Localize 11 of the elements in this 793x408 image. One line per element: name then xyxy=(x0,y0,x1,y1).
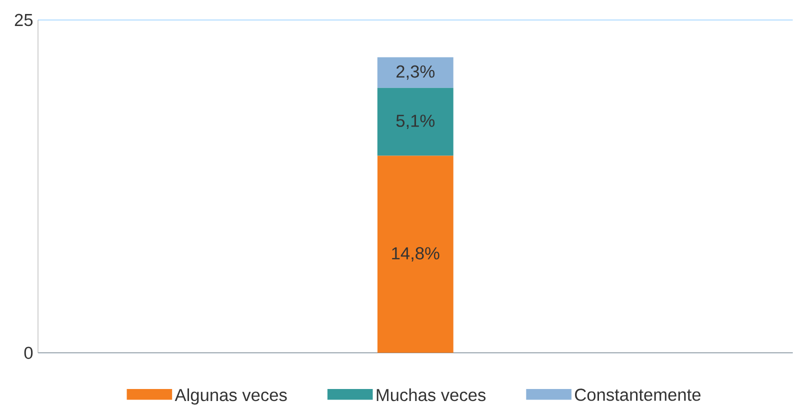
y-tick-label: 0 xyxy=(24,346,33,359)
bar xyxy=(377,88,454,156)
data-label: 14,8% xyxy=(392,247,440,262)
legend-label: Algunas veces xyxy=(174,388,287,404)
legend-label: Muchas veces xyxy=(376,388,486,401)
y-tick-label: 25 xyxy=(14,14,33,26)
data-label: 2,3% xyxy=(396,65,435,80)
bar xyxy=(377,156,454,353)
legend-label: Constantemente xyxy=(575,388,700,401)
bar xyxy=(377,57,454,88)
data-label: 5,1% xyxy=(396,114,435,129)
